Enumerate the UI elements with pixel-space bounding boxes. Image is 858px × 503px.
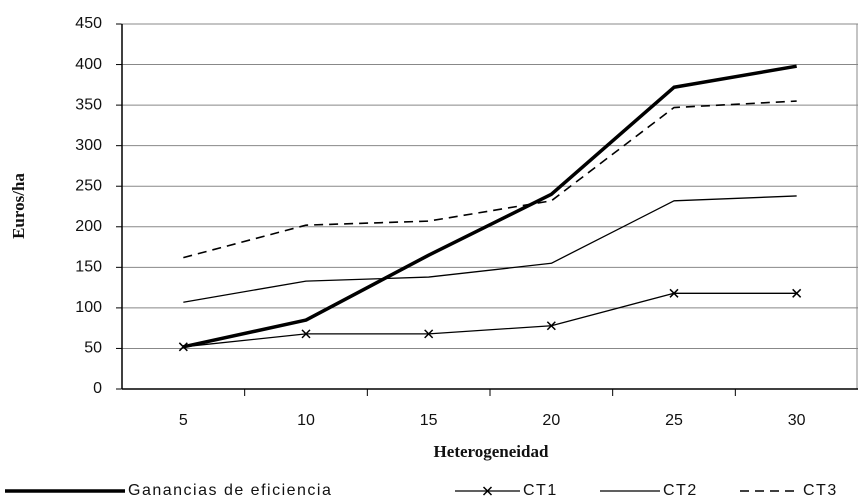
plot-border: [121, 23, 858, 390]
x-tick-label: 15: [420, 412, 438, 429]
x-axis-title: Heterogeneidad: [434, 442, 549, 461]
series-line: [183, 292, 797, 348]
legend-label: CT3: [803, 482, 838, 499]
x-tick-label: 30: [788, 412, 806, 429]
point-marker: [424, 329, 434, 339]
series-line: [182, 64, 797, 349]
point-marker: [301, 329, 311, 339]
y-axis-title: Euros/ha: [9, 173, 28, 239]
y-tick-label: 350: [75, 96, 102, 113]
legend-marker: [482, 486, 493, 496]
x-tick-label: 25: [665, 412, 683, 429]
legend-label: Ganancias de eficiencia: [128, 482, 332, 499]
x-tick-label: 10: [297, 412, 315, 429]
legend-label: CT1: [523, 482, 558, 499]
x-tick-label: 5: [179, 412, 188, 429]
point-marker: [178, 342, 188, 352]
legend-label: CT2: [663, 482, 698, 499]
series-line: [183, 195, 797, 303]
y-tick-label: 50: [84, 340, 102, 357]
y-tick-label: 0: [93, 380, 102, 397]
series-line: [183, 100, 797, 259]
point-marker: [546, 321, 556, 331]
x-tick-label: 20: [542, 412, 560, 429]
point-marker: [792, 288, 802, 298]
y-tick-label: 300: [75, 137, 102, 154]
y-tick-label: 250: [75, 177, 102, 194]
point-marker: [669, 288, 679, 298]
y-tick-label: 450: [75, 15, 102, 32]
y-tick-label: 200: [75, 218, 102, 235]
y-tick-label: 100: [75, 299, 102, 316]
y-tick-label: 400: [75, 56, 102, 73]
y-tick-label: 150: [75, 259, 102, 276]
